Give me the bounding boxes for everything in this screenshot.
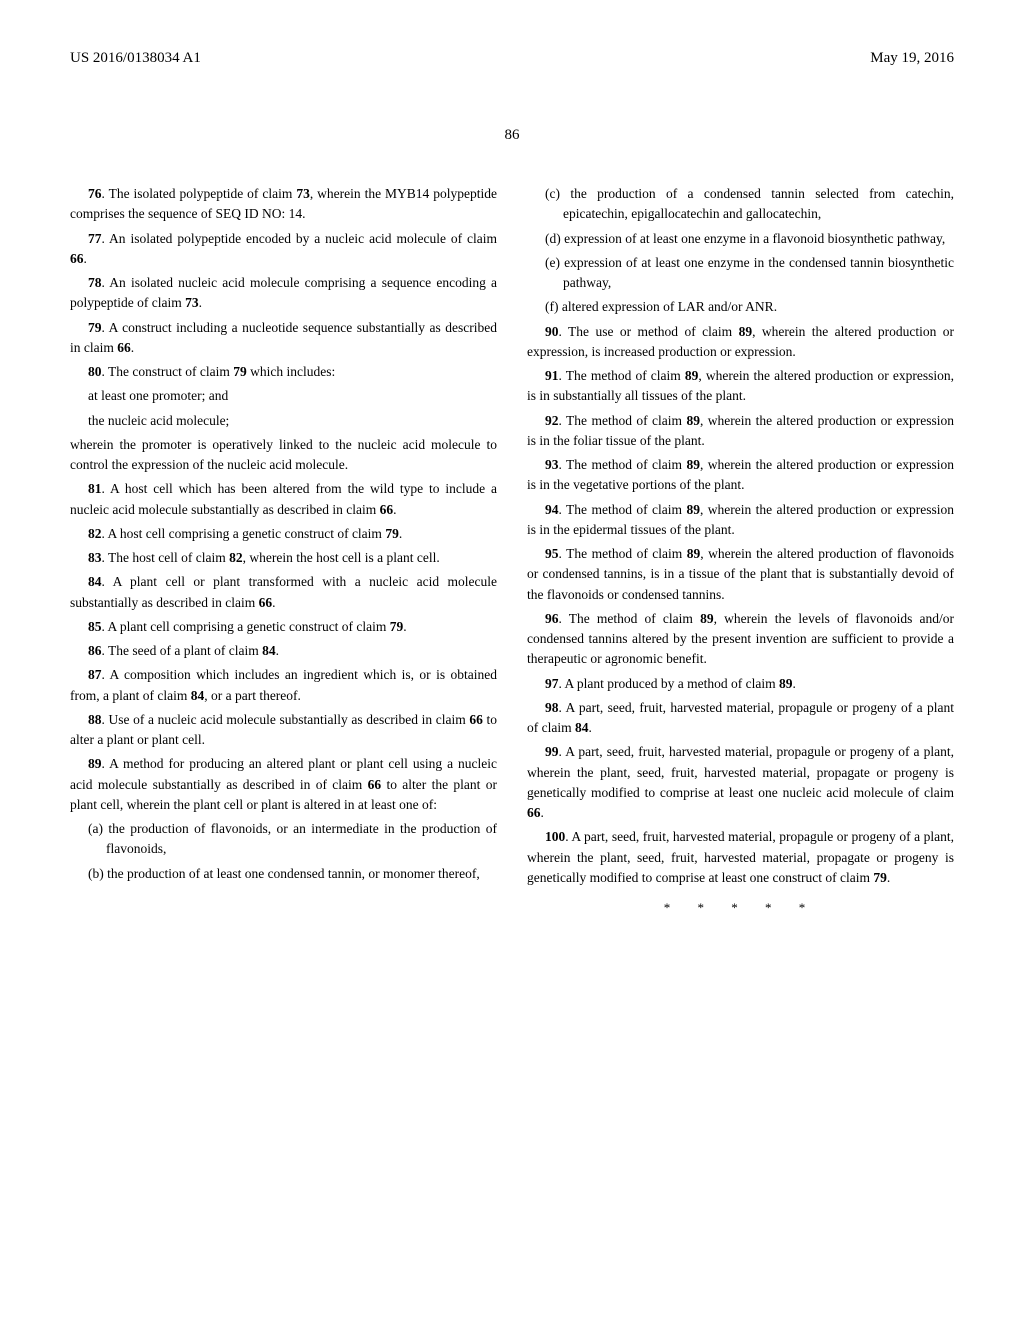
claim-number: 85	[88, 619, 102, 634]
claim-number: 79	[88, 320, 102, 335]
claim-number: 93	[545, 457, 559, 472]
claim-number: 83	[88, 550, 102, 565]
claim-reference: 89	[739, 324, 753, 339]
claim-reference: 89	[685, 368, 699, 383]
publication-number: US 2016/0138034 A1	[70, 50, 201, 67]
end-marker: * * * * *	[527, 898, 954, 918]
claim-reference: 73	[185, 295, 199, 310]
claim-84: 84. A plant cell or plant transformed wi…	[70, 572, 497, 613]
claim-reference: 84	[191, 688, 205, 703]
claim-85: 85. A plant cell comprising a genetic co…	[70, 617, 497, 637]
claim-reference: 79	[390, 619, 404, 634]
page-header: US 2016/0138034 A1 May 19, 2016	[70, 50, 954, 67]
claim-97: 97. A plant produced by a method of clai…	[527, 674, 954, 694]
claim-76: 76. The isolated polypeptide of claim 73…	[70, 184, 497, 225]
claim-number: 91	[545, 368, 559, 383]
claim-number: 78	[88, 275, 102, 290]
claim-sub-item: at least one promoter; and	[70, 386, 497, 406]
claim-90: 90. The use or method of claim 89, where…	[527, 322, 954, 363]
claim-reference: 89	[686, 502, 700, 517]
claim-88: 88. Use of a nucleic acid molecule subst…	[70, 710, 497, 751]
claim-reference: 84	[575, 720, 589, 735]
claim-sub-letter: (f) altered expression of LAR and/or ANR…	[527, 297, 954, 317]
claim-91: 91. The method of claim 89, wherein the …	[527, 366, 954, 407]
claim-reference: 66	[70, 251, 84, 266]
claim-reference: 66	[527, 805, 541, 820]
claim-100: 100. A part, seed, fruit, harvested mate…	[527, 827, 954, 888]
claim-number: 88	[88, 712, 102, 727]
claim-96: 96. The method of claim 89, wherein the …	[527, 609, 954, 670]
claim-93: 93. The method of claim 89, wherein the …	[527, 455, 954, 496]
claim-reference: 79	[233, 364, 247, 379]
claim-number: 92	[545, 413, 559, 428]
claim-reference: 66	[117, 340, 131, 355]
claim-reference: 66	[368, 777, 382, 792]
claim-number: 100	[545, 829, 565, 844]
claim-81: 81. A host cell which has been altered f…	[70, 479, 497, 520]
claim-87: 87. A composition which includes an ingr…	[70, 665, 497, 706]
claim-reference: 79	[385, 526, 399, 541]
claim-reference: 66	[380, 502, 394, 517]
claim-sub-letter: (a) the production of flavonoids, or an …	[70, 819, 497, 860]
content-columns: 76. The isolated polypeptide of claim 73…	[70, 184, 954, 918]
claim-99: 99. A part, seed, fruit, harvested mater…	[527, 742, 954, 823]
claim-reference: 79	[873, 870, 887, 885]
claim-sub-letter: (c) the production of a condensed tannin…	[527, 184, 954, 225]
claim-reference: 89	[687, 546, 701, 561]
claim-number: 87	[88, 667, 102, 682]
claim-reference: 66	[469, 712, 483, 727]
claim-reference: 84	[262, 643, 276, 658]
page-number: 86	[70, 127, 954, 144]
claim-80: 80. The construct of claim 79 which incl…	[70, 362, 497, 382]
claim-number: 95	[545, 546, 559, 561]
claim-reference: 89	[700, 611, 714, 626]
claim-number: 76	[88, 186, 102, 201]
claim-number: 90	[545, 324, 559, 339]
claim-continuation: wherein the promoter is operatively link…	[70, 435, 497, 476]
claim-reference: 66	[259, 595, 273, 610]
claim-number: 94	[545, 502, 559, 517]
claim-number: 97	[545, 676, 559, 691]
claim-reference: 82	[229, 550, 243, 565]
claim-number: 84	[88, 574, 102, 589]
claim-number: 96	[545, 611, 559, 626]
claim-number: 98	[545, 700, 559, 715]
claim-number: 99	[545, 744, 559, 759]
claim-sub-letter: (e) expression of at least one enzyme in…	[527, 253, 954, 294]
claim-86: 86. The seed of a plant of claim 84.	[70, 641, 497, 661]
claim-82: 82. A host cell comprising a genetic con…	[70, 524, 497, 544]
claim-89: 89. A method for producing an altered pl…	[70, 754, 497, 815]
claim-79: 79. A construct including a nucleotide s…	[70, 318, 497, 359]
claim-78: 78. An isolated nucleic acid molecule co…	[70, 273, 497, 314]
right-column: (c) the production of a condensed tannin…	[527, 184, 954, 918]
claim-sub-letter: (d) expression of at least one enzyme in…	[527, 229, 954, 249]
claim-95: 95. The method of claim 89, wherein the …	[527, 544, 954, 605]
claim-77: 77. An isolated polypeptide encoded by a…	[70, 229, 497, 270]
claim-83: 83. The host cell of claim 82, wherein t…	[70, 548, 497, 568]
claim-number: 80	[88, 364, 102, 379]
claim-reference: 89	[686, 413, 700, 428]
claim-number: 82	[88, 526, 102, 541]
claim-reference: 73	[296, 186, 310, 201]
claim-number: 86	[88, 643, 102, 658]
claim-98: 98. A part, seed, fruit, harvested mater…	[527, 698, 954, 739]
claim-sub-item: the nucleic acid molecule;	[70, 411, 497, 431]
claim-number: 81	[88, 481, 102, 496]
publication-date: May 19, 2016	[870, 50, 954, 67]
left-column: 76. The isolated polypeptide of claim 73…	[70, 184, 497, 918]
claim-sub-letter: (b) the production of at least one conde…	[70, 864, 497, 884]
claim-number: 77	[88, 231, 102, 246]
claim-92: 92. The method of claim 89, wherein the …	[527, 411, 954, 452]
claim-reference: 89	[779, 676, 793, 691]
claim-number: 89	[88, 756, 102, 771]
claim-reference: 89	[686, 457, 700, 472]
claim-94: 94. The method of claim 89, wherein the …	[527, 500, 954, 541]
